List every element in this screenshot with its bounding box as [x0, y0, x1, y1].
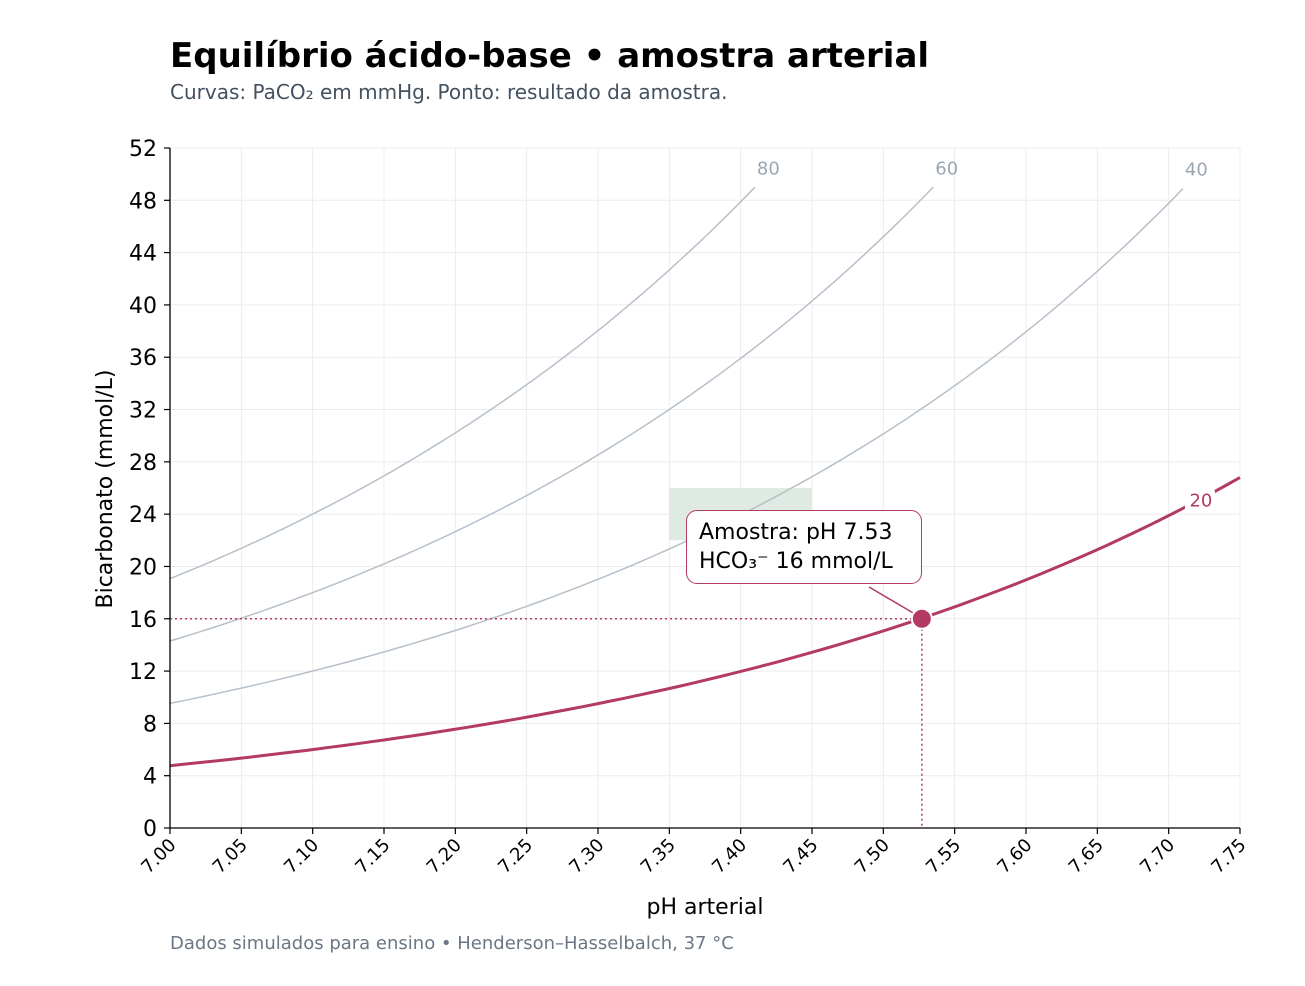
y-tick-label: 48 [129, 189, 157, 214]
grid-lines [169, 147, 1241, 829]
curve-label-60: 60 [935, 158, 958, 179]
pco2-curve-20 [169, 476, 1241, 768]
y-tick-label: 52 [129, 137, 157, 162]
curve-label-40: 40 [1185, 160, 1208, 181]
sample-guide-lines [170, 618, 923, 828]
x-tick-label: 7.55 [922, 835, 965, 878]
chart-subtitle: Curvas: PaCO₂ em mmHg. Ponto: resultado … [170, 80, 728, 104]
y-tick-label: 40 [129, 294, 157, 319]
callout-leader-line [868, 586, 914, 614]
y-tick-label: 28 [129, 451, 157, 476]
x-tick-label: 7.40 [708, 835, 751, 878]
y-tick-label: 12 [129, 660, 157, 685]
y-axis-label: Bicarbonato (mmol/L) [93, 369, 118, 608]
sample-callout: Amostra: pH 7.53 HCO₃⁻ 16 mmol/L [686, 510, 922, 584]
x-axis-label: pH arterial [647, 895, 764, 920]
x-tick-label: 7.30 [565, 835, 608, 878]
x-tick-label: 7.20 [423, 835, 466, 878]
pco2-curve-60 [169, 186, 934, 642]
y-tick-label: 44 [129, 242, 157, 267]
y-tick-label: 0 [143, 817, 157, 842]
y-tick-label: 36 [129, 346, 157, 371]
pco2-curve-80 [169, 186, 756, 580]
x-tick-label: 7.10 [280, 835, 323, 878]
x-tick-label: 7.35 [637, 835, 680, 878]
x-tick-label: 7.25 [494, 835, 537, 878]
x-tick-label: 7.05 [209, 835, 252, 878]
footer-note: Dados simulados para ensino • Henderson–… [170, 933, 734, 954]
y-tick-label: 20 [129, 555, 157, 580]
pco2-curve-40 [169, 188, 1184, 705]
y-tick-label: 24 [129, 503, 157, 528]
callout-line-1: Amostra: pH 7.53 [699, 520, 893, 545]
y-tick-label: 4 [143, 765, 157, 790]
pco2-curves: 80 60 40 20 [169, 158, 1241, 768]
x-tick-label: 7.45 [779, 835, 822, 878]
x-tick-label: 7.60 [993, 835, 1036, 878]
x-tick-label: 7.75 [1207, 835, 1250, 878]
curve-label-80: 80 [757, 158, 780, 179]
x-tick-label: 7.15 [351, 835, 394, 878]
curve-label-bg [1184, 490, 1215, 511]
sample-point[interactable] [910, 607, 933, 630]
x-tick-label: 7.50 [851, 835, 894, 878]
y-tick-label: 16 [129, 608, 157, 633]
curve-label-20: 20 [1189, 490, 1212, 511]
y-tick-label: 32 [129, 399, 157, 424]
chart-title: Equilíbrio ácido-base • amostra arterial [170, 36, 930, 76]
callout-line-2: HCO₃⁻ 16 mmol/L [699, 549, 893, 574]
x-tick-label: 7.65 [1065, 835, 1108, 878]
x-tick-label: 7.70 [1136, 835, 1179, 878]
y-tick-label: 8 [143, 712, 157, 737]
